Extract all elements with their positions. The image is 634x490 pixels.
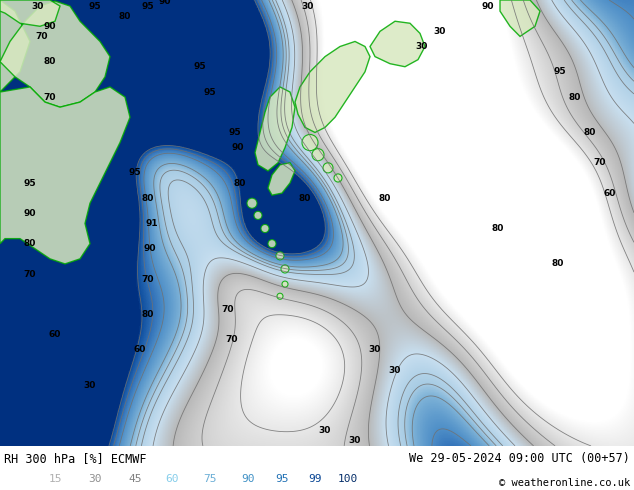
Text: 95: 95 — [229, 128, 242, 137]
Text: 70: 70 — [222, 305, 234, 314]
Polygon shape — [0, 0, 60, 26]
Text: 30: 30 — [434, 27, 446, 36]
Text: 30: 30 — [32, 1, 44, 11]
Text: 80: 80 — [569, 93, 581, 101]
Text: 95: 95 — [23, 178, 36, 188]
Text: 80: 80 — [44, 57, 56, 66]
Text: 80: 80 — [492, 224, 504, 233]
Text: 90: 90 — [144, 244, 156, 253]
Text: 80: 80 — [142, 310, 154, 319]
Text: 95: 95 — [141, 1, 154, 11]
Text: 80: 80 — [584, 128, 596, 137]
Text: 30: 30 — [349, 436, 361, 445]
Text: 90: 90 — [482, 1, 495, 11]
Text: 80: 80 — [552, 259, 564, 269]
Text: We 29-05-2024 09:00 UTC (00+57): We 29-05-2024 09:00 UTC (00+57) — [409, 452, 630, 465]
Text: 95: 95 — [275, 474, 288, 484]
Polygon shape — [500, 0, 540, 36]
Text: 30: 30 — [88, 474, 101, 484]
Circle shape — [276, 252, 284, 260]
Text: 95: 95 — [204, 88, 216, 97]
Circle shape — [282, 281, 288, 287]
Text: 70: 70 — [36, 32, 48, 41]
Text: 80: 80 — [234, 178, 246, 188]
Text: 90: 90 — [158, 0, 171, 5]
Text: 80: 80 — [299, 194, 311, 203]
Text: 91: 91 — [146, 219, 158, 228]
Text: 80: 80 — [378, 194, 391, 203]
Text: RH 300 hPa [%] ECMWF: RH 300 hPa [%] ECMWF — [4, 452, 146, 465]
Polygon shape — [0, 0, 30, 92]
Polygon shape — [255, 87, 295, 171]
Circle shape — [323, 163, 333, 173]
Text: 90: 90 — [44, 22, 56, 31]
Text: 90: 90 — [232, 143, 244, 152]
Text: 90: 90 — [23, 209, 36, 218]
Polygon shape — [295, 42, 370, 132]
Text: 90: 90 — [242, 474, 255, 484]
Text: 30: 30 — [369, 345, 381, 354]
Text: © weatheronline.co.uk: © weatheronline.co.uk — [499, 478, 630, 488]
Text: 80: 80 — [119, 12, 131, 21]
Text: 100: 100 — [338, 474, 358, 484]
Text: 30: 30 — [416, 42, 428, 51]
Circle shape — [277, 293, 283, 299]
Circle shape — [312, 148, 324, 161]
Text: 30: 30 — [84, 381, 96, 390]
Text: 30: 30 — [302, 1, 314, 11]
Text: 60: 60 — [604, 189, 616, 197]
Circle shape — [261, 224, 269, 233]
Circle shape — [334, 174, 342, 182]
Polygon shape — [0, 1, 110, 107]
Text: 60: 60 — [134, 345, 146, 354]
Text: 95: 95 — [89, 1, 101, 11]
Text: 70: 70 — [142, 274, 154, 284]
Text: 80: 80 — [142, 194, 154, 203]
Text: 75: 75 — [204, 474, 217, 484]
Text: 95: 95 — [194, 62, 206, 71]
Text: 45: 45 — [128, 474, 142, 484]
Text: 60: 60 — [49, 330, 61, 339]
Text: 70: 70 — [594, 158, 606, 167]
Polygon shape — [268, 163, 295, 195]
Text: 99: 99 — [308, 474, 321, 484]
Text: 95: 95 — [129, 169, 141, 177]
Polygon shape — [370, 21, 425, 67]
Polygon shape — [0, 87, 130, 264]
Circle shape — [302, 134, 318, 150]
Text: 15: 15 — [48, 474, 61, 484]
Text: 95: 95 — [553, 67, 566, 76]
Circle shape — [254, 211, 262, 220]
Text: 30: 30 — [389, 366, 401, 374]
Circle shape — [281, 265, 289, 273]
Text: 70: 70 — [23, 270, 36, 278]
Text: 60: 60 — [165, 474, 179, 484]
Text: 70: 70 — [44, 93, 56, 101]
Circle shape — [247, 198, 257, 208]
Circle shape — [268, 240, 276, 248]
Text: 30: 30 — [319, 426, 331, 435]
Text: 70: 70 — [226, 335, 238, 344]
Text: 80: 80 — [24, 239, 36, 248]
